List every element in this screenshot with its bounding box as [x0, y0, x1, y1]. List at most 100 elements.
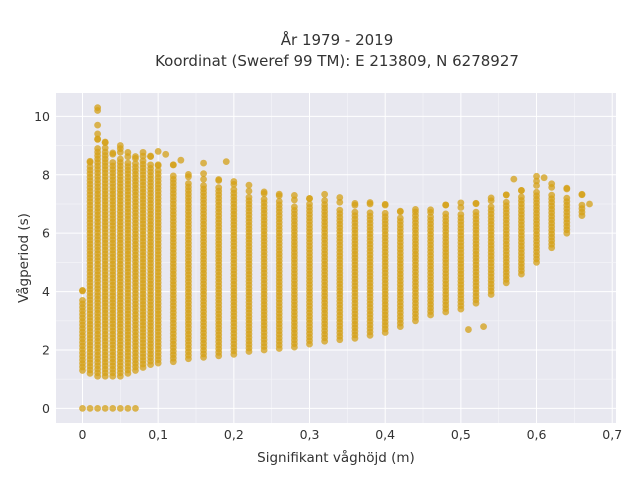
data-point: [79, 287, 86, 294]
x-tick-label: 0,1: [148, 427, 168, 442]
data-point: [139, 152, 147, 160]
x-tick-labels: 0 0,1 0,2 0,3 0,4 0,5 0,6 0,7: [79, 427, 623, 442]
data-point: [147, 153, 154, 161]
data-point: [260, 195, 268, 203]
x-tick-label: 0,5: [451, 427, 471, 442]
data-point: [147, 161, 154, 169]
data-point: [465, 326, 472, 333]
data-point: [518, 193, 525, 201]
data-point: [306, 195, 313, 202]
data-point: [306, 200, 313, 208]
data-point: [245, 193, 253, 201]
data-point: [487, 203, 495, 211]
data-point: [79, 296, 86, 304]
data-point: [116, 155, 124, 163]
y-axis-title: Vågperiod (s): [15, 213, 32, 303]
y-tick-label: 6: [42, 226, 50, 241]
data-point: [154, 166, 162, 174]
x-tick-label: 0,4: [375, 427, 395, 442]
data-point: [381, 209, 389, 217]
data-point: [109, 159, 117, 166]
data-point: [336, 198, 344, 206]
y-tick-label: 10: [34, 109, 50, 124]
data-point: [200, 175, 207, 183]
data-point: [321, 197, 329, 204]
data-point: [472, 208, 480, 216]
data-point: [162, 150, 170, 158]
data-point: [480, 323, 487, 331]
data-point: [442, 210, 450, 218]
data-point: [94, 405, 102, 412]
y-tick-label: 0: [42, 401, 50, 416]
data-point: [177, 156, 185, 164]
data-point: [442, 201, 450, 209]
data-point: [540, 174, 548, 182]
data-point: [533, 172, 540, 180]
data-point: [124, 153, 132, 161]
chart-title-line-2: Koordinat (Sweref 99 TM): E 213809, N 62…: [155, 52, 519, 70]
data-point: [154, 162, 162, 170]
data-point: [586, 200, 593, 208]
data-point: [396, 207, 404, 215]
y-tick-label: 8: [42, 167, 50, 182]
data-point: [185, 171, 192, 178]
data-point: [79, 405, 86, 412]
data-point: [109, 150, 117, 158]
data-point: [185, 180, 192, 187]
data-point: [533, 182, 540, 189]
data-point: [472, 199, 480, 207]
data-point: [336, 194, 344, 201]
data-point: [502, 191, 510, 199]
data-point: [336, 206, 344, 214]
y-tick-label: 4: [42, 284, 50, 299]
data-point: [109, 405, 117, 412]
y-tick-labels: 0 2 4 6 8 10: [34, 109, 50, 416]
data-point: [132, 160, 139, 168]
data-point: [275, 192, 283, 200]
data-point: [518, 187, 525, 194]
data-point: [200, 159, 207, 167]
data-point: [396, 214, 404, 222]
data-point: [563, 184, 571, 192]
data-point: [94, 135, 102, 143]
data-point: [200, 170, 207, 178]
data-point: [321, 190, 329, 198]
data-point: [222, 158, 230, 166]
data-point: [457, 211, 465, 218]
data-point: [94, 121, 102, 129]
data-point: [457, 204, 465, 211]
data-point: [139, 157, 147, 165]
x-axis-title: Signifikant våghöjd (m): [257, 449, 415, 466]
data-point: [94, 107, 102, 114]
data-point: [132, 155, 139, 162]
data-point: [116, 405, 124, 412]
data-point: [548, 191, 556, 199]
data-point: [412, 208, 419, 216]
data-point: [563, 194, 571, 202]
data-point: [275, 197, 283, 205]
data-point: [260, 190, 268, 197]
y-tick-label: 2: [42, 342, 50, 357]
data-point: [578, 201, 586, 209]
data-point: [290, 203, 298, 211]
data-point: [230, 181, 238, 188]
data-point: [215, 176, 223, 183]
data-points: [79, 104, 593, 412]
data-point: [101, 139, 109, 147]
data-point: [351, 208, 359, 216]
x-tick-label: 0,3: [300, 427, 320, 442]
x-tick-label: 0,6: [527, 427, 547, 442]
data-point: [245, 187, 253, 195]
data-point: [533, 188, 540, 196]
data-point: [86, 405, 94, 412]
x-tick-label: 0,7: [602, 427, 622, 442]
data-point: [510, 175, 518, 183]
data-point: [290, 192, 298, 199]
data-point: [200, 182, 207, 189]
data-point: [502, 198, 510, 206]
data-point: [94, 130, 102, 138]
data-point: [94, 145, 102, 152]
data-point: [169, 161, 177, 169]
